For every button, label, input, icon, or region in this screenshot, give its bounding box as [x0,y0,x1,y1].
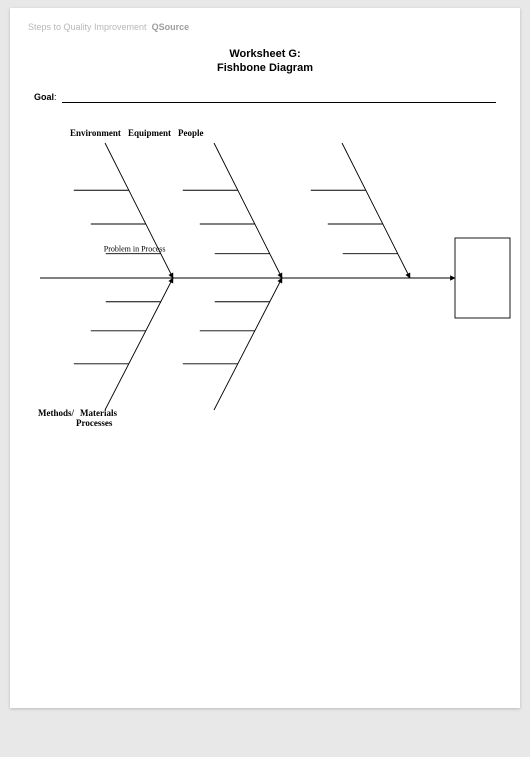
fishbone-diagram: Problem in Process Environment Equipment Pe… [10,118,520,428]
title-line-1: Worksheet G: [10,48,520,62]
category-label-top: Equipment [128,128,171,138]
category-label-top: People [178,128,204,138]
bottom-bone [105,278,173,410]
category-label-bottom: Methods/ [38,408,74,418]
doc-header: Steps to Quality Improvement QSource [28,22,189,32]
goal-underline [62,102,496,103]
page-title: Worksheet G: Fishbone Diagram [10,48,520,76]
category-label-bottom: Materials [80,408,117,418]
brand-name: QSource [152,22,190,32]
bottom-bone [214,278,282,410]
category-label-top: Environment [70,128,121,138]
effect-box [455,238,510,318]
goal-colon: : [54,92,57,102]
category-label-bottom: Processes [76,418,113,428]
top-bone [214,143,282,278]
top-bone [105,143,173,278]
sub-branch-label: Problem in Process [104,245,166,254]
page: Steps to Quality Improvement QSource Wor… [10,8,520,708]
goal-label: Goal [34,92,54,102]
goal-row: Goal: [34,92,496,102]
header-left-text: Steps to Quality Improvement [28,22,147,32]
title-line-2: Fishbone Diagram [10,62,520,76]
top-bone [342,143,410,278]
